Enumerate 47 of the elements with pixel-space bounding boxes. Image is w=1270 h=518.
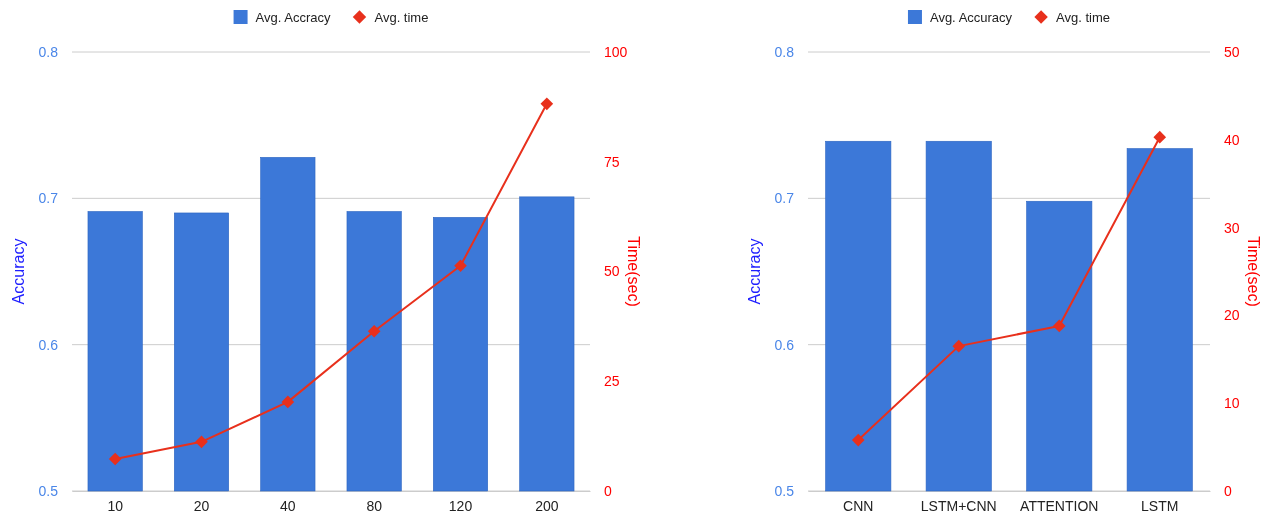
point <box>1153 130 1167 144</box>
y-axis-title: Accuracy <box>746 238 763 305</box>
y-tick-label: 0.6 <box>38 336 59 353</box>
x-tick-label: 10 <box>107 497 124 514</box>
y2-axis-title: Time(sec) <box>1245 236 1262 307</box>
y-tick-label: 0.6 <box>774 336 795 353</box>
legend-label: Avg. time <box>1056 10 1111 25</box>
legend-label: Avg. Accuracy <box>929 10 1013 25</box>
point <box>367 324 381 338</box>
y-tick-label: 0.5 <box>774 482 795 499</box>
x-tick-label: 20 <box>193 497 210 514</box>
legend-label: Avg. time <box>374 10 429 25</box>
y2-tick-label: 50 <box>1224 43 1240 60</box>
point <box>195 435 208 449</box>
y-axis-title: Accuracy <box>10 238 27 305</box>
y2-tick-label: 100 <box>604 43 628 60</box>
point <box>281 395 295 409</box>
point <box>952 339 966 353</box>
point <box>540 97 554 111</box>
point <box>851 433 865 447</box>
y2-tick-label: 20 <box>1224 307 1240 324</box>
x-tick-label: CNN <box>843 497 874 514</box>
y2-axis-title: Time(sec) <box>625 236 642 307</box>
y-tick-label: 0.8 <box>774 43 795 60</box>
y2-tick-label: 25 <box>604 373 620 390</box>
y-tick-label: 0.7 <box>38 190 59 207</box>
y2-tick-label: 0 <box>1224 482 1232 499</box>
x-tick-label: 120 <box>448 497 473 514</box>
y2-tick-label: 10 <box>1224 395 1240 412</box>
y-tick-label: 0.7 <box>774 190 795 207</box>
x-tick-label: ATTENTION <box>1020 497 1099 514</box>
x-tick-label: 200 <box>535 497 559 514</box>
x-tick-label: LSTM <box>1141 497 1179 514</box>
legend-label: Avg. Accracy <box>255 10 331 25</box>
point <box>1052 319 1066 333</box>
point <box>108 452 122 466</box>
x-tick-label: 40 <box>280 497 296 514</box>
x-tick-label: 80 <box>366 497 383 514</box>
x-tick-label: LSTM+CNN <box>920 497 997 514</box>
point <box>454 259 467 273</box>
y-tick-label: 0.8 <box>38 43 59 60</box>
y2-tick-label: 50 <box>604 263 620 280</box>
y2-tick-label: 30 <box>1224 219 1240 236</box>
y2-tick-label: 0 <box>604 482 612 499</box>
y-tick-label: 0.5 <box>38 482 59 499</box>
y2-tick-label: 75 <box>604 153 620 170</box>
y2-tick-label: 40 <box>1224 131 1240 148</box>
